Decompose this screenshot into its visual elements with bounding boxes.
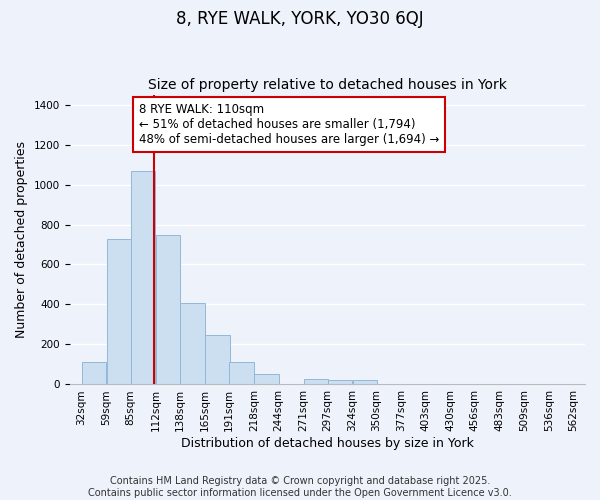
Title: Size of property relative to detached houses in York: Size of property relative to detached ho… — [148, 78, 507, 92]
Bar — [156, 234, 181, 384]
Bar — [82, 362, 106, 384]
Bar — [353, 380, 377, 384]
Bar — [107, 238, 131, 384]
Bar — [180, 304, 205, 384]
Bar — [328, 380, 352, 384]
Bar — [229, 362, 254, 384]
Text: 8 RYE WALK: 110sqm
← 51% of detached houses are smaller (1,794)
48% of semi-deta: 8 RYE WALK: 110sqm ← 51% of detached hou… — [139, 104, 439, 146]
Bar — [304, 379, 328, 384]
Bar — [254, 374, 278, 384]
Y-axis label: Number of detached properties: Number of detached properties — [15, 141, 28, 338]
Bar — [131, 170, 155, 384]
Bar — [205, 336, 230, 384]
Text: Contains HM Land Registry data © Crown copyright and database right 2025.
Contai: Contains HM Land Registry data © Crown c… — [88, 476, 512, 498]
Text: 8, RYE WALK, YORK, YO30 6QJ: 8, RYE WALK, YORK, YO30 6QJ — [176, 10, 424, 28]
X-axis label: Distribution of detached houses by size in York: Distribution of detached houses by size … — [181, 437, 474, 450]
